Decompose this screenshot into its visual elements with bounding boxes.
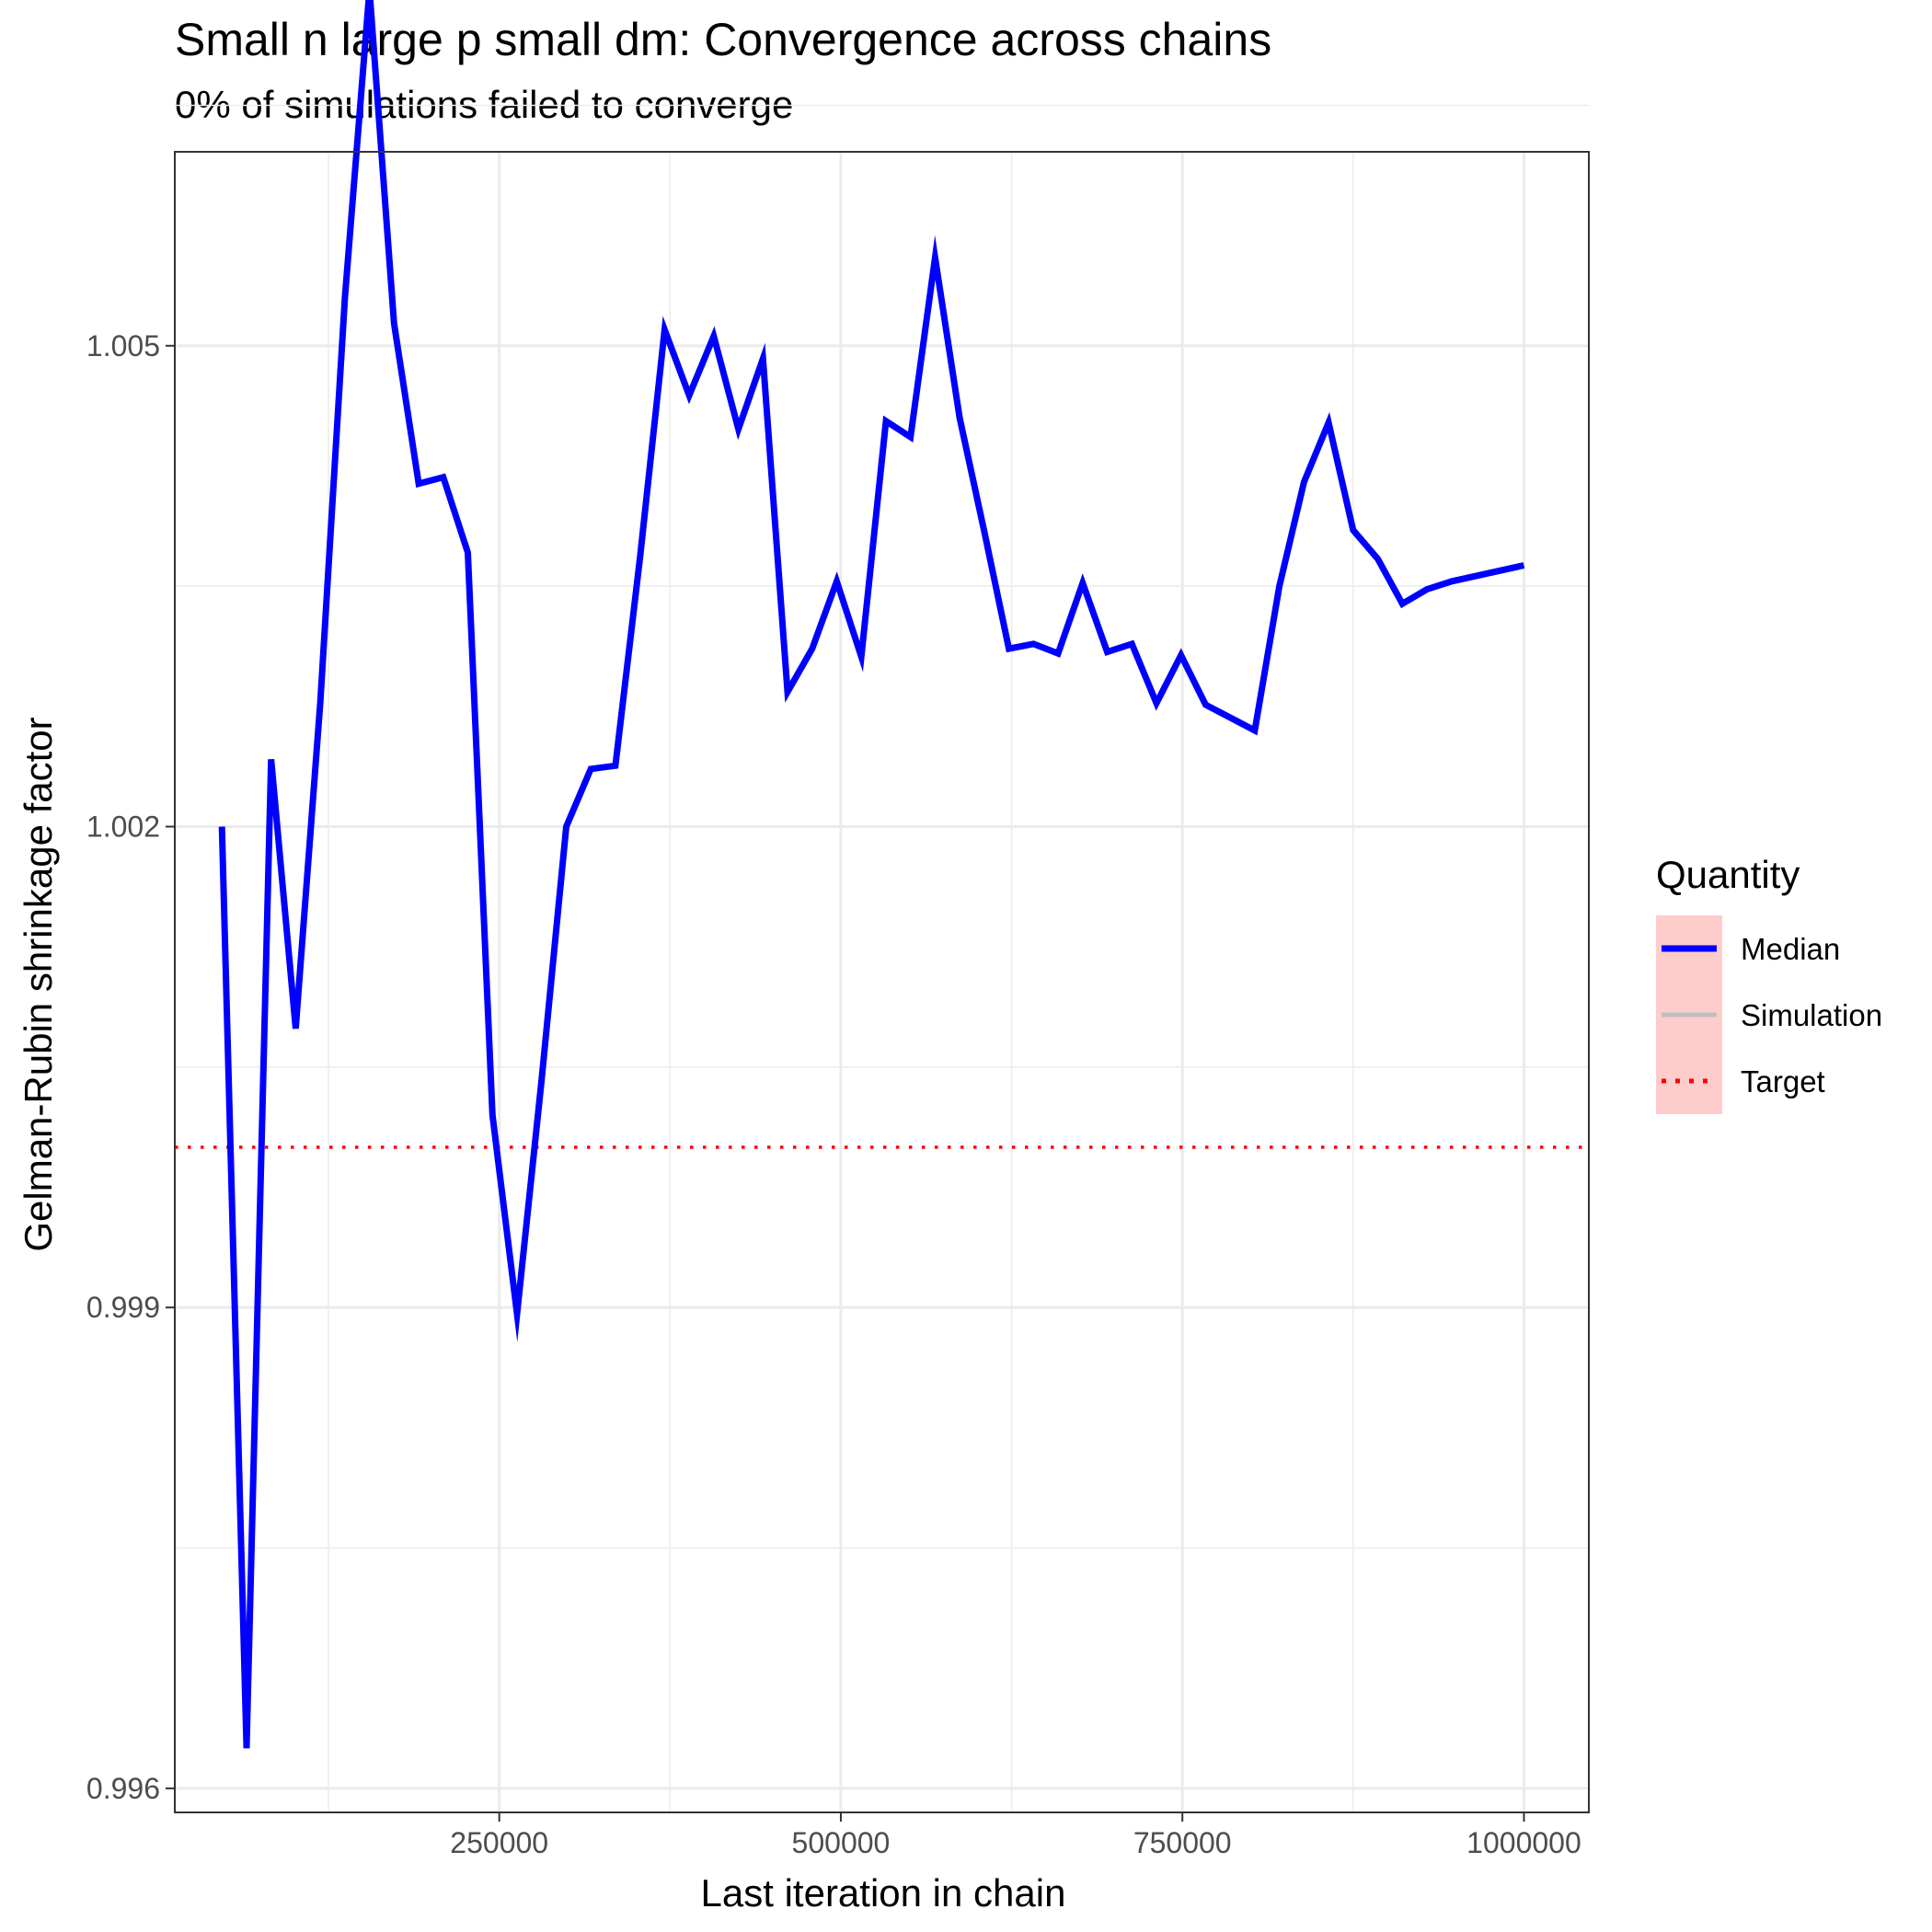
y-tick-label: 0.999: [86, 1291, 160, 1324]
x-tick-label: 1000000: [1466, 1826, 1581, 1859]
y-axis-title: Gelman-Rubin shrinkage factor: [17, 717, 60, 1251]
legend-label-target: Target: [1741, 1064, 1825, 1098]
median-line: [218, 0, 1525, 1749]
x-tick-label: 500000: [792, 1826, 891, 1859]
chart-subtitle: 0% of simulations failed to converge: [175, 83, 793, 126]
x-axis-ticks: 250000 500000 750000 1000000: [450, 1812, 1581, 1859]
legend-title: Quantity: [1656, 853, 1800, 896]
chart-title: Small n large p small dm: Convergence ac…: [175, 14, 1271, 65]
legend: Quantity Median Simulation Target: [1656, 853, 1882, 1114]
y-axis-ticks: 0.996 0.999 1.002 1.005: [86, 329, 175, 1805]
grid: [175, 104, 1589, 1812]
legend-label-median: Median: [1741, 932, 1840, 966]
median-line-layer: [218, 0, 1525, 1749]
x-axis-title: Last iteration in chain: [701, 1871, 1066, 1915]
x-tick-label: 750000: [1133, 1826, 1232, 1859]
legend-items: Median Simulation Target: [1662, 932, 1882, 1098]
y-tick-label: 1.002: [86, 810, 160, 843]
panel-border: [174, 151, 1590, 1813]
legend-label-simulation: Simulation: [1741, 998, 1882, 1032]
y-tick-label: 1.005: [86, 329, 160, 362]
y-tick-label: 0.996: [86, 1772, 160, 1805]
x-tick-label: 250000: [450, 1826, 548, 1859]
